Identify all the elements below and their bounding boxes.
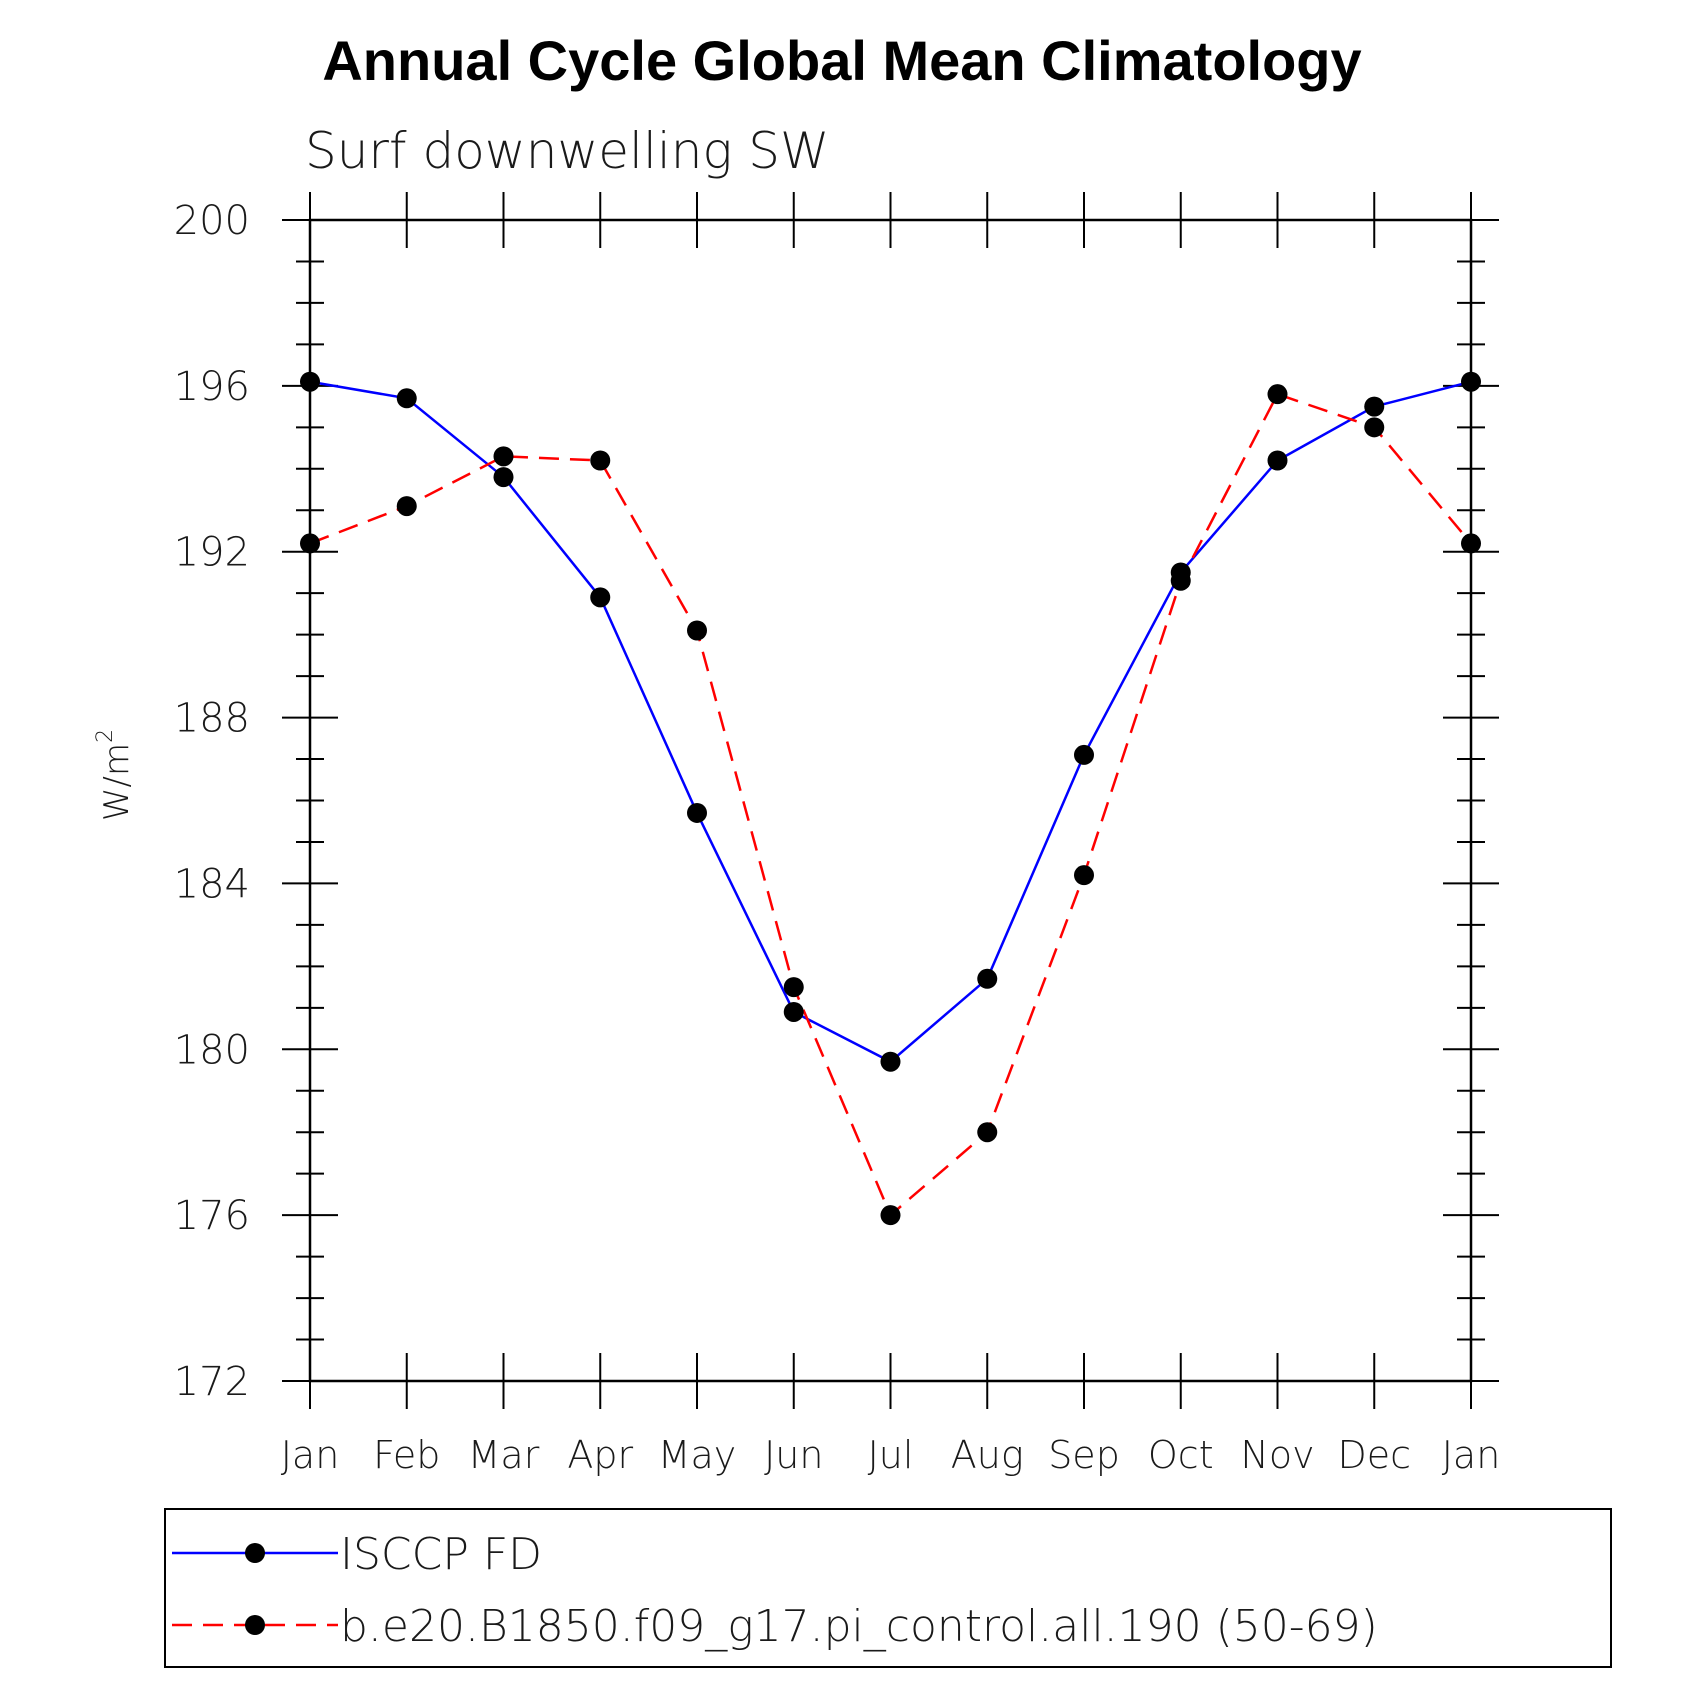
x-axis: Jan Feb Mar Apr May Jun Jul Aug Sep Oct Nov Dec Jan xyxy=(281,192,1501,1477)
data-point-1 xyxy=(783,977,804,998)
data-point-1 xyxy=(396,496,417,517)
data-point-0 xyxy=(1267,450,1288,471)
legend-marker-isccp xyxy=(245,1543,265,1563)
data-point-0 xyxy=(977,968,998,989)
data-point-0 xyxy=(1074,744,1094,765)
series-line-0 xyxy=(309,380,1472,1064)
data-point-0 xyxy=(590,587,611,608)
x-tick-label: Feb xyxy=(373,1433,440,1477)
data-point-0 xyxy=(783,1001,804,1022)
x-tick-label: Aug xyxy=(951,1433,1024,1477)
y-tick-label: 188 xyxy=(174,696,250,742)
data-point-1 xyxy=(880,1205,901,1226)
series-layer xyxy=(300,371,1481,1226)
y-tick-label: 196 xyxy=(174,364,250,410)
data-point-0 xyxy=(880,1051,901,1072)
y-tick-label: 176 xyxy=(174,1193,250,1239)
legend-label-model: b.e20.B1850.f09_g17.pi_control.all.190 (… xyxy=(340,1601,1378,1652)
x-tick-label: Nov xyxy=(1240,1433,1314,1477)
y-axis: 172 176 180 184 188 192 196 200 xyxy=(174,198,1499,1405)
x-tick-label: Oct xyxy=(1148,1433,1214,1477)
y-tick-label: 172 xyxy=(174,1359,250,1405)
chart-title: Annual Cycle Global Mean Climatology xyxy=(322,29,1361,92)
x-tick-label: Jun xyxy=(764,1433,823,1477)
y-tick-label: 200 xyxy=(174,198,250,244)
y-tick-label: 184 xyxy=(174,861,250,907)
y-axis-label: W/m2 xyxy=(93,729,137,821)
data-point-0 xyxy=(396,388,417,409)
data-point-1 xyxy=(493,446,514,467)
data-point-1 xyxy=(1364,417,1385,438)
legend: ISCCP FD b.e20.B1850.f09_g17.pi_control.… xyxy=(164,1508,1612,1668)
data-point-1 xyxy=(977,1122,998,1143)
data-point-0 xyxy=(1461,371,1481,392)
data-point-1 xyxy=(1074,865,1094,886)
y-tick-label: 180 xyxy=(174,1027,250,1073)
legend-marker-model xyxy=(245,1615,265,1635)
legend-box xyxy=(164,1508,1612,1668)
data-point-1 xyxy=(687,620,707,641)
x-tick-label: Sep xyxy=(1048,1433,1120,1477)
x-tick-label: Jan xyxy=(1442,1433,1501,1477)
legend-label-isccp: ISCCP FD xyxy=(340,1529,542,1580)
x-tick-label: Mar xyxy=(468,1433,540,1477)
series-line-1 xyxy=(309,392,1472,1218)
x-tick-label: Dec xyxy=(1337,1433,1411,1477)
y-tick-label: 192 xyxy=(174,530,250,576)
data-point-1 xyxy=(1170,570,1191,591)
data-point-1 xyxy=(1267,384,1288,405)
data-point-1 xyxy=(300,533,320,554)
data-point-1 xyxy=(1461,533,1481,554)
data-point-0 xyxy=(687,802,707,823)
data-point-0 xyxy=(300,371,320,392)
chart-subtitle: Surf downwelling SW xyxy=(305,122,830,180)
x-tick-label: Jan xyxy=(281,1433,340,1477)
data-point-0 xyxy=(1364,396,1385,417)
data-point-1 xyxy=(590,450,611,471)
x-tick-label: May xyxy=(658,1433,737,1477)
x-tick-label: Jul xyxy=(868,1433,914,1477)
data-point-0 xyxy=(493,467,514,488)
x-tick-label: Apr xyxy=(567,1433,633,1477)
